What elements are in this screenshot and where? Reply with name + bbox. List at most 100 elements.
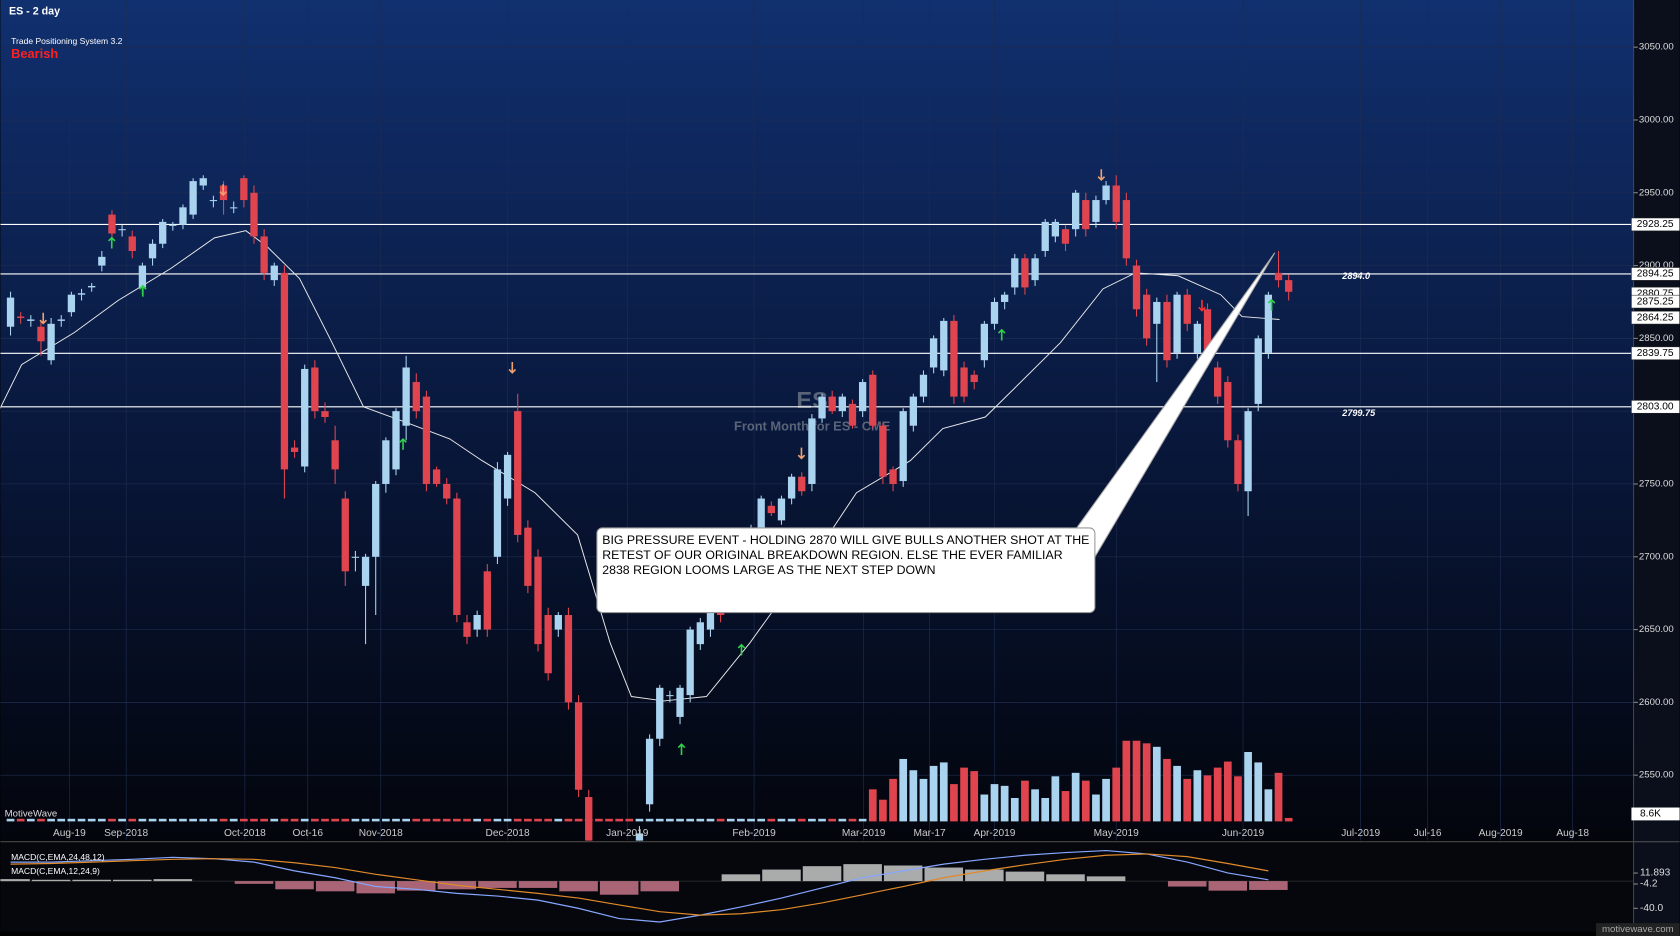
candle-body [240,178,248,201]
volume-bar [574,818,583,822]
candle-body [402,367,410,426]
candle-body [88,285,96,288]
moving-average [0,230,1280,702]
candle-body [818,396,826,419]
candle-body [189,181,197,215]
price-marks [0,175,1634,841]
volume-bar [696,818,705,822]
candle-body [848,403,857,426]
candle-body [808,418,816,484]
candle-body [1102,185,1110,201]
buy-arrow [107,236,116,249]
candle-body [311,367,319,412]
candle-body [148,243,157,259]
y-tick-label: 3050.00 [1639,42,1674,53]
volume-bar [777,818,786,822]
callout-box [596,527,1096,614]
candle-body [879,425,887,477]
volume-bar [1081,780,1090,822]
candle-body [798,476,806,492]
sell-arrow [508,361,517,374]
candle-body [980,323,989,361]
volume-bar [168,818,177,822]
candle-body [1132,265,1141,310]
volume-bar [118,818,126,822]
x-tick-label: Oct-2018 [224,828,266,839]
candle-body [777,498,786,521]
candle-body [858,382,867,412]
volume-bar [1010,797,1019,822]
macd-pane [0,842,1634,932]
candle-body [940,320,948,371]
x-tick-label: Jan-2019 [606,828,649,839]
volume-bar [1264,789,1273,822]
volume-bar [290,818,299,822]
volume-bar [26,818,35,822]
volume-bar [615,818,624,822]
candle-body [138,265,147,288]
x-tick-label: Apr-2019 [974,828,1016,839]
volume-bar [1173,765,1181,822]
level-note: 2894.0 [1341,271,1370,281]
candle-body [77,293,86,295]
macd-histogram-bar [153,879,193,882]
volume-bar [1092,794,1100,822]
y-tick-label: 2650.00 [1639,624,1674,635]
candle-body [453,498,461,616]
volume-bar [260,818,268,822]
candle-body [341,498,349,572]
x-tick-label: Oct-16 [293,828,324,839]
candle-body [37,326,45,342]
macd-histogram-bar [965,869,1004,882]
volume-bar [412,818,421,822]
volume-bar [483,818,492,822]
candle-body [1274,272,1283,281]
macd-histogram-bar [478,881,517,888]
candle-body [321,411,329,417]
volume-bar [737,818,745,822]
candle-body [1082,200,1090,230]
grid [0,0,1634,841]
candle-body [929,338,938,368]
indicator-state: Bearish [11,46,58,61]
volume-bar [1203,775,1212,822]
volume-bar [1051,776,1060,822]
volume-bar [757,818,766,822]
macd-histogram-bar [397,881,436,891]
volume-bar [868,789,877,822]
volume-bar [879,799,887,822]
volume-bar [463,818,471,822]
volume-bar [108,818,116,822]
candle-body [6,297,15,327]
price-tag-label: 2839.75 [1637,348,1674,359]
candle-body [250,192,258,237]
x-tick-label: Aug-2019 [1479,828,1523,839]
candle-body [1112,185,1120,222]
volume-bar [686,818,695,822]
candle-body [412,382,420,412]
volume-bar [341,818,350,822]
volume-bar [605,818,613,822]
candle-body [351,556,360,558]
volume-bar [706,818,715,822]
volume-tag [1631,807,1680,821]
macd-histogram-bar [924,867,964,882]
candle-body [483,571,491,630]
macd-histogram-bar [640,881,680,892]
volume-bar [970,771,979,822]
volume-bar [1061,791,1070,822]
volume-bar [858,818,867,822]
price-tag-label: 2803.00 [1637,401,1674,412]
candle-body [270,265,278,281]
sell-arrow [1198,299,1206,312]
candle-body [27,319,35,321]
volume-bar [1132,740,1141,822]
candle-body [909,396,917,426]
candle-body [1143,294,1151,339]
volume-bar [1284,817,1293,822]
volume-bar [534,818,542,822]
candle-body [757,498,765,528]
footer: motivewave.com [1602,924,1674,935]
candle-body [47,323,55,361]
candle-body [1214,367,1222,397]
